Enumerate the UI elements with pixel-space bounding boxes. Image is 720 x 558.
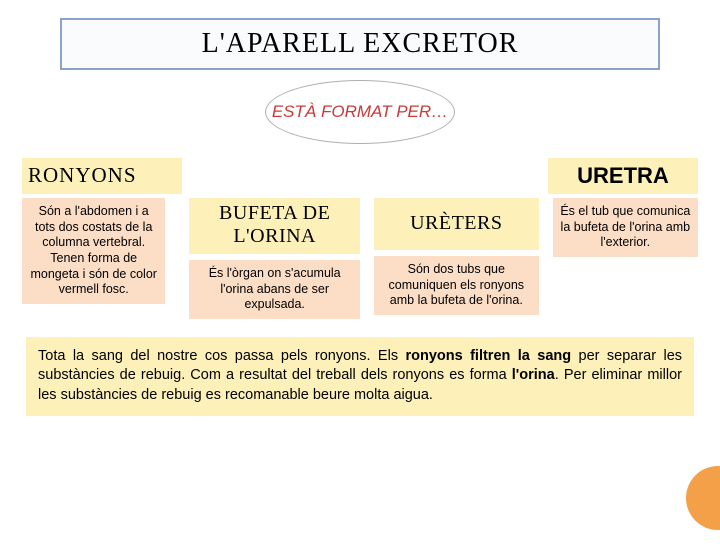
para-bold-2: l'orina (512, 367, 555, 383)
col-uretra: És el tub que comunica la bufeta de l'or… (553, 198, 698, 257)
col-ureters: URÈTERS Són dos tubs que comuniquen els … (374, 198, 539, 315)
label-ureters: URÈTERS (374, 198, 539, 250)
subtitle-text: ESTÀ FORMAT PER… (272, 102, 448, 122)
page-title: L'APARELL EXCRETOR (62, 28, 658, 60)
label-bufeta: BUFETA DE L'ORINA (189, 198, 360, 254)
desc-ureters: Són dos tubs que comuniquen els ronyons … (374, 256, 539, 315)
para-bold-1: ronyons filtren la sang (405, 348, 571, 364)
title-box: L'APARELL EXCRETOR (60, 18, 660, 70)
label-uretra: URETRA (548, 158, 698, 194)
bottom-paragraph: Tota la sang del nostre cos passa pels r… (26, 337, 694, 416)
main-columns-row: Són a l'abdomen i a tots dos costats de … (0, 198, 720, 319)
desc-ronyons: Són a l'abdomen i a tots dos costats de … (22, 198, 165, 304)
desc-uretra: És el tub que comunica la bufeta de l'or… (553, 198, 698, 257)
para-text-1: Tota la sang del nostre cos passa pels r… (38, 348, 405, 364)
decorative-circle (686, 466, 720, 530)
col-ronyons: Són a l'abdomen i a tots dos costats de … (22, 198, 165, 304)
col-bufeta: BUFETA DE L'ORINA És l'òrgan on s'acumul… (189, 198, 360, 319)
label-ronyons: RONYONS (22, 158, 182, 194)
subtitle-oval: ESTÀ FORMAT PER… (265, 80, 455, 144)
top-labels-row: RONYONS URETRA (0, 158, 720, 194)
desc-bufeta: És l'òrgan on s'acumula l'orina abans de… (189, 260, 360, 319)
